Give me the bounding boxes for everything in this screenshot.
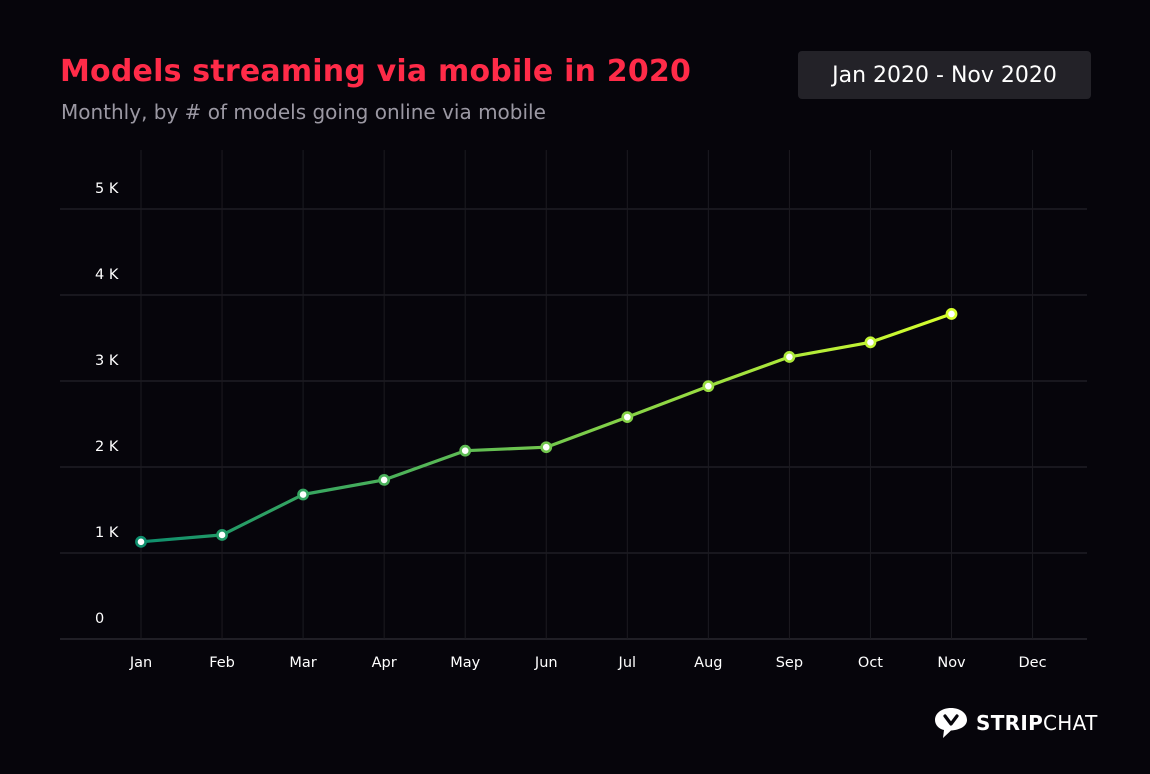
x-tick-label: Jun — [534, 655, 558, 671]
x-tick-label: Jan — [129, 655, 152, 671]
y-tick-label: 4 K — [95, 267, 119, 283]
date-range-badge: Jan 2020 - Nov 2020 — [798, 51, 1091, 99]
y-tick-label: 5 K — [95, 181, 119, 197]
data-point — [864, 336, 877, 349]
x-tick-label: Mar — [289, 655, 316, 671]
brand-name: STRIPCHAT — [976, 711, 1098, 735]
data-points — [135, 308, 958, 548]
x-tick-label: May — [450, 655, 480, 671]
data-point — [216, 529, 228, 541]
data-point — [378, 473, 391, 486]
brand-name-bold: STRIP — [976, 711, 1044, 735]
data-point — [702, 380, 715, 393]
y-tick-label: 3 K — [95, 353, 119, 369]
x-tick-label: Apr — [372, 655, 397, 671]
grid-lines — [60, 150, 1087, 640]
y-axis-ticks: 0 1 K 2 K 3 K 4 K 5 K — [95, 181, 119, 627]
data-point — [135, 535, 147, 548]
x-tick-label: Sep — [776, 655, 803, 671]
data-point — [297, 488, 309, 501]
y-tick-label: 2 K — [95, 439, 119, 455]
chart-title: Models streaming via mobile in 2020 — [60, 54, 692, 89]
data-point — [945, 308, 958, 320]
x-axis-ticks: Jan Feb Mar Apr May Jun Jul Aug Sep Oct Nov Dec — [129, 655, 1047, 671]
y-tick-label: 1 K — [95, 525, 119, 541]
brand-logo: STRIPCHAT — [934, 707, 1098, 739]
data-point — [783, 351, 796, 363]
x-tick-label: Feb — [209, 655, 235, 671]
data-point — [459, 444, 472, 457]
data-point — [621, 411, 634, 424]
x-tick-label: Oct — [858, 655, 883, 671]
x-tick-label: Jul — [618, 655, 637, 671]
x-tick-label: Aug — [694, 655, 722, 671]
brand-name-regular: CHAT — [1043, 711, 1098, 735]
y-tick-label: 0 — [95, 611, 104, 627]
chart-subtitle: Monthly, by # of models going online via… — [61, 100, 546, 124]
x-tick-label: Dec — [1019, 655, 1047, 671]
stripchat-logo-icon — [935, 708, 967, 738]
x-tick-label: Nov — [937, 655, 966, 671]
data-point — [540, 441, 553, 454]
